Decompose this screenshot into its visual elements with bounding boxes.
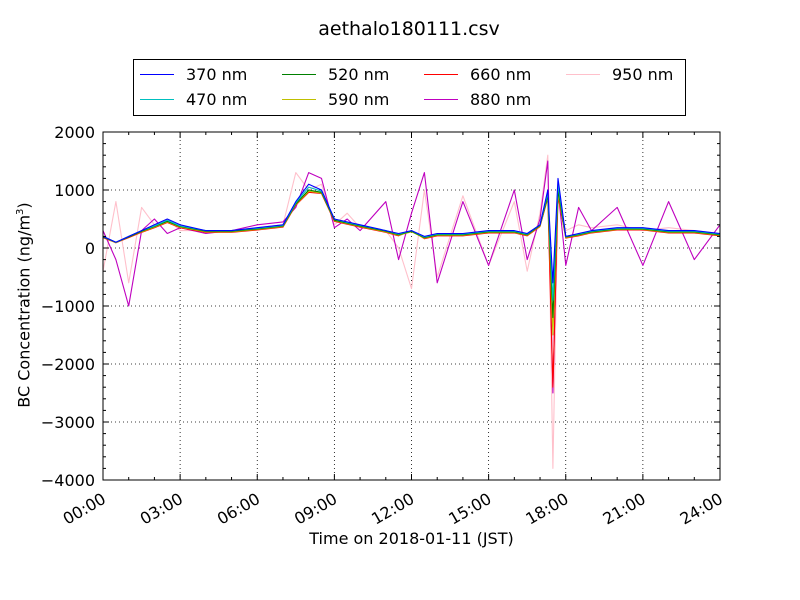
x-tick-label: 06:00 — [214, 489, 263, 529]
series-line-660-nm — [102, 191, 721, 388]
x-tick-label: 00:00 — [60, 489, 109, 529]
y-tick-label: 2000 — [54, 123, 95, 142]
legend-label: 470 nm — [186, 89, 248, 109]
x-tick-label: 21:00 — [599, 489, 648, 529]
legend-swatch — [424, 73, 458, 75]
x-tick-label: 12:00 — [368, 489, 417, 529]
legend-swatch — [282, 73, 316, 75]
legend-item: 950 nm — [566, 63, 673, 85]
legend-swatch — [424, 98, 458, 100]
series-lines — [102, 154, 721, 469]
series-line-520-nm — [102, 189, 721, 319]
x-tick-label: 09:00 — [291, 489, 340, 529]
legend-item: 660 nm — [424, 63, 531, 85]
legend-swatch — [282, 98, 316, 100]
legend-item: 590 nm — [282, 88, 389, 110]
legend-swatch — [140, 73, 174, 75]
legend-item: 880 nm — [424, 88, 531, 110]
legend-item: 470 nm — [140, 88, 247, 110]
x-tick-label: 15:00 — [445, 489, 494, 529]
legend-label: 950 nm — [612, 64, 674, 84]
y-axis-label-close: ) — [14, 202, 34, 209]
legend-swatch — [566, 73, 600, 75]
grid-lines — [103, 132, 720, 480]
legend-label: 370 nm — [186, 64, 248, 84]
legend-label: 590 nm — [328, 89, 390, 109]
legend-swatch — [140, 98, 174, 100]
legend-label: 660 nm — [470, 64, 532, 84]
y-tick-label: −3000 — [41, 413, 95, 432]
legend-item: 370 nm — [140, 63, 247, 85]
series-line-370-nm — [102, 177, 721, 284]
legend: 370 nm 470 nm 520 nm 590 nm 660 nm 880 nm 950 … — [133, 59, 686, 116]
legend-label: 880 nm — [470, 89, 532, 109]
y-tick-label: −4000 — [41, 471, 95, 490]
x-tick-label: 18:00 — [522, 489, 571, 529]
y-tick-label: 1000 — [54, 181, 95, 200]
x-tick-label: 24:00 — [677, 489, 726, 529]
series-line-950-nm — [102, 154, 721, 469]
x-axis-label: Time on 2018-01-11 (JST) — [309, 529, 514, 548]
y-tick-label: 0 — [85, 239, 95, 258]
chart-title: aethalo180111.csv — [318, 18, 500, 40]
legend-item: 520 nm — [282, 63, 389, 85]
y-axis-label-text: BC Concentration (ng/m — [14, 214, 34, 408]
legend-label: 520 nm — [328, 64, 390, 84]
series-line-470-nm — [102, 183, 721, 301]
y-axis-label-superscript: 3 — [15, 208, 27, 215]
y-axis-label: BC Concentration (ng/m3) — [15, 202, 34, 407]
axis-ticks: 00:00 03:00 06:00 09:00 12:00 15:00 18:00 21:00… — [41, 123, 726, 529]
y-tick-label: −2000 — [41, 355, 95, 374]
y-tick-label: −1000 — [41, 297, 95, 316]
x-tick-label: 03:00 — [137, 489, 186, 529]
